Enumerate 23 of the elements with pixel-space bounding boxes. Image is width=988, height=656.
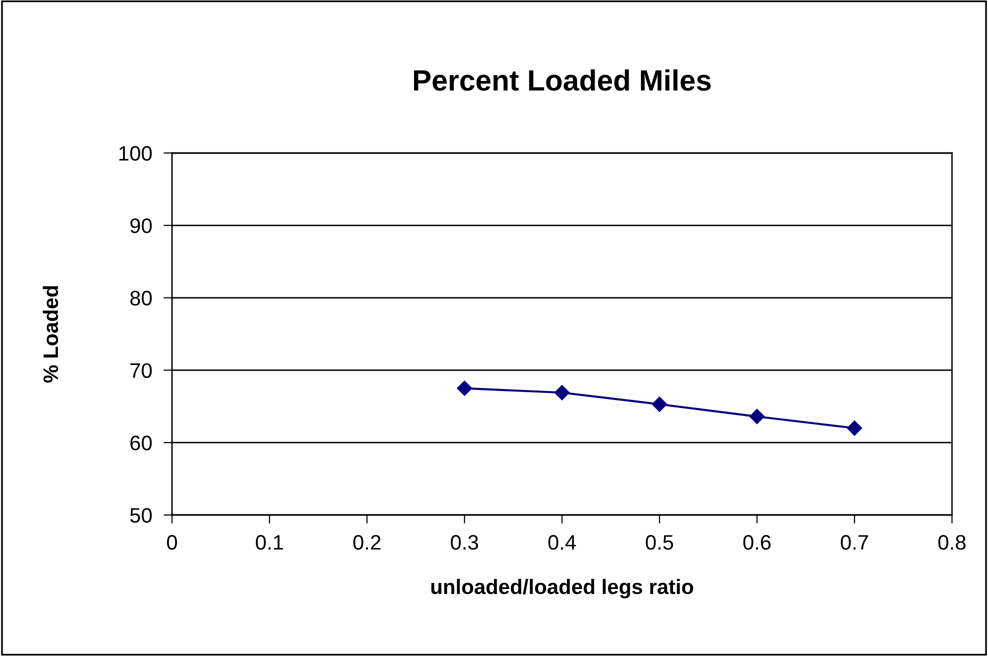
x-tick-label: 0 bbox=[167, 534, 177, 550]
y-tick-label: 70 bbox=[130, 363, 152, 378]
x-tick-label: 0.3 bbox=[450, 534, 478, 550]
x-tick-label: 0.4 bbox=[548, 534, 576, 550]
x-tick-label: 0.1 bbox=[256, 534, 283, 550]
x-tick-label: 0.5 bbox=[646, 534, 674, 550]
y-tick-label: 50 bbox=[130, 508, 152, 523]
y-tick-label: 80 bbox=[130, 290, 152, 306]
chart-title: Percent Loaded Miles bbox=[414, 69, 711, 91]
y-tick-label: 90 bbox=[130, 218, 152, 234]
x-axis-title: unloaded/loaded legs ratio bbox=[431, 578, 694, 598]
point bbox=[554, 385, 570, 400]
x-tick-label: 0.7 bbox=[840, 534, 868, 550]
x-tick-label: 0.6 bbox=[743, 534, 771, 550]
point bbox=[846, 420, 862, 436]
point bbox=[652, 396, 668, 412]
point bbox=[749, 408, 765, 424]
x-tick-label: 0.2 bbox=[353, 534, 380, 550]
y-tick-label: 100 bbox=[119, 146, 152, 161]
y-tick-label: 60 bbox=[130, 436, 152, 450]
x-tick-label: 0.8 bbox=[938, 534, 966, 550]
point bbox=[456, 380, 472, 396]
y-axis-title: % Loaded bbox=[42, 286, 58, 383]
